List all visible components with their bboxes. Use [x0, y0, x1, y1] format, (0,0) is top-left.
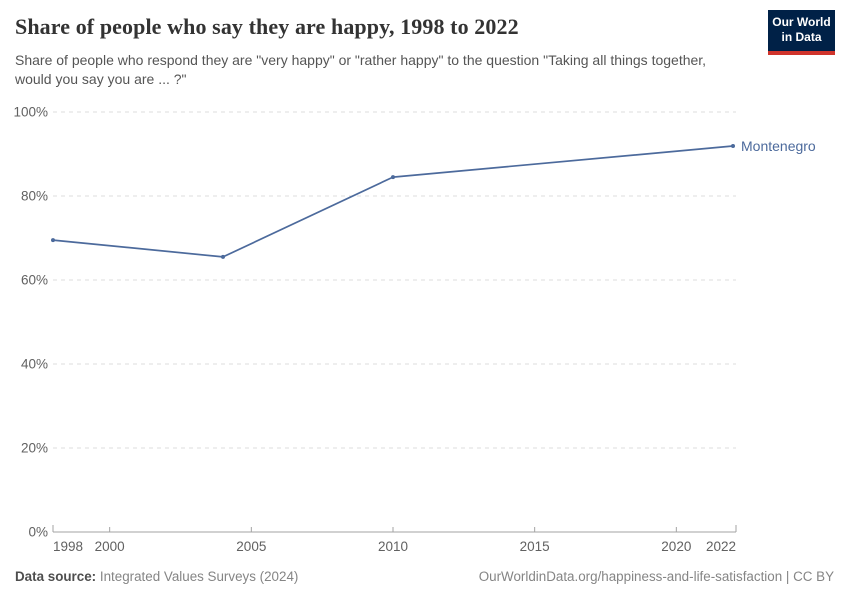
x-axis-tick-label-2022: 2022 — [706, 539, 736, 554]
x-axis-tick-label-2020: 2020 — [661, 539, 691, 554]
data-point-montenegro-2010 — [391, 175, 395, 180]
owid-logo-line1: Our World — [772, 15, 831, 29]
y-axis-tick-label-40: 40% — [21, 357, 48, 372]
attribution-link[interactable]: OurWorldinData.org/happiness-and-life-sa… — [478, 569, 834, 584]
data-source-label: Data source: — [15, 569, 97, 584]
y-axis-tick-label-20: 20% — [21, 441, 48, 456]
y-axis-tick-label-0: 0% — [28, 525, 48, 540]
series-line-montenegro[interactable] — [52, 145, 734, 258]
y-axis-tick-label-60: 60% — [21, 273, 48, 288]
x-axis-tick-label-1998: 1998 — [53, 539, 83, 554]
data-point-montenegro-2004 — [221, 254, 225, 259]
x-axis-tick-label-2005: 2005 — [236, 539, 266, 554]
data-source-value: Integrated Values Surveys (2024) — [99, 569, 299, 584]
y-axis-tick-label-80: 80% — [21, 189, 48, 204]
data-point-montenegro-2022 — [731, 144, 735, 149]
y-axis-tick-label-100: 100% — [13, 105, 48, 120]
data-source-note: Data source: Integrated Values Surveys (… — [15, 569, 298, 584]
chart-subtitle: Share of people who respond they are "ve… — [15, 52, 707, 87]
x-axis-tick-label-2015: 2015 — [520, 539, 550, 554]
x-axis-tick-label-2010: 2010 — [378, 539, 408, 554]
series-label-montenegro[interactable]: Montenegro — [741, 138, 816, 154]
data-point-montenegro-1998 — [51, 238, 55, 243]
owid-logo-line2: in Data — [781, 30, 822, 44]
chart-title: Share of people who say they are happy, … — [15, 14, 519, 39]
x-axis-tick-label-2000: 2000 — [95, 539, 125, 554]
owid-logo[interactable]: Our World in Data — [768, 10, 835, 55]
